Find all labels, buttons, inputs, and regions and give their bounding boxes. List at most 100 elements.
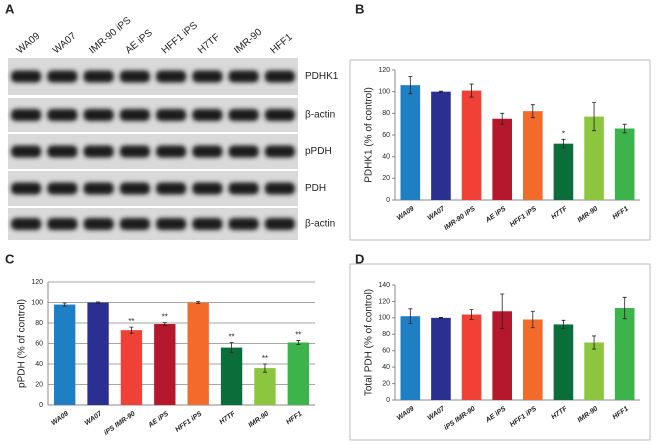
- y-tick-label: 0: [39, 402, 43, 409]
- row-label: β-actin: [305, 219, 335, 230]
- blot-band: [228, 182, 259, 195]
- x-tick-label: HFF1 iPS: [509, 405, 538, 429]
- blot-band: [192, 109, 223, 121]
- x-tick-label: HFF1 iPS: [509, 205, 538, 229]
- blot-band: [264, 70, 295, 83]
- x-tick-label: AE iPS: [146, 410, 170, 430]
- y-tick-label: 80: [35, 320, 43, 327]
- error-bar: [561, 138, 566, 149]
- bar: [584, 342, 604, 400]
- x-tick-label: H7TF: [550, 205, 569, 221]
- blot-band: [156, 218, 187, 230]
- error-bar: [196, 301, 201, 304]
- blot-band: [47, 109, 78, 121]
- blot-band: [192, 145, 223, 158]
- blot-band: [156, 182, 187, 195]
- blot-band: [264, 218, 295, 230]
- blot-band: [119, 70, 150, 83]
- blot-band: [264, 109, 295, 121]
- blot-band: [83, 145, 114, 158]
- bar: [553, 143, 574, 200]
- error-bar: [96, 301, 101, 304]
- y-tick-label: 60: [382, 132, 390, 139]
- row-label: β-actin: [305, 110, 335, 121]
- error-bar: [62, 302, 67, 307]
- lane-label: WA09: [15, 30, 43, 56]
- blot-band: [11, 182, 42, 195]
- error-bar: [408, 76, 413, 95]
- x-tick-label: iPS IMR-90: [443, 405, 477, 432]
- error-bar: [561, 319, 566, 329]
- y-tick-label: 100: [378, 315, 390, 322]
- significance-marker: **: [228, 333, 234, 342]
- error-bar: [438, 317, 443, 319]
- y-tick-label: 120: [31, 279, 43, 286]
- x-tick-label: WA09: [396, 405, 416, 422]
- y-axis-label: Total PDH (% of control): [364, 289, 375, 396]
- bar: [614, 308, 635, 400]
- row-label: pPDH: [305, 146, 332, 157]
- x-tick-label: WA07: [427, 405, 448, 422]
- x-tick-label: IMR-90: [247, 410, 270, 429]
- bar: [254, 368, 276, 405]
- x-tick-label: HFF1: [285, 410, 303, 426]
- bar: [553, 324, 574, 400]
- y-tick-label: 40: [382, 154, 390, 161]
- bar: [400, 316, 421, 400]
- panel-frame: [349, 59, 651, 241]
- bar: [120, 330, 143, 405]
- blot-band: [119, 182, 150, 195]
- error-bar: [408, 308, 413, 325]
- error-bar: [296, 340, 301, 345]
- bar: [523, 319, 543, 400]
- bar: [154, 324, 176, 405]
- y-tick-label: 120: [378, 67, 390, 74]
- blot-band: [83, 218, 114, 230]
- bar: [87, 302, 109, 405]
- x-tick-label: HFF1 iPS: [174, 410, 203, 434]
- y-tick-label: 60: [382, 348, 390, 355]
- bar: [584, 116, 604, 200]
- lane-label: HFF1 iPS: [160, 20, 201, 56]
- blot-band: [119, 109, 150, 121]
- lane-label: H7TF: [196, 32, 222, 56]
- error-bar: [500, 112, 505, 125]
- blot-band: [264, 145, 295, 158]
- y-tick-label: 0: [386, 397, 390, 404]
- bar: [431, 91, 451, 200]
- error-bar: [622, 123, 627, 134]
- error-bar: [229, 342, 234, 354]
- x-tick-label: HFF1: [612, 205, 630, 221]
- bar: [614, 128, 635, 200]
- y-tick-label: 80: [382, 331, 390, 338]
- y-axis-label: pPDH (% of control): [17, 299, 28, 388]
- y-tick-label: 20: [382, 175, 390, 182]
- error-bar: [469, 309, 474, 320]
- row-label: PDHK1: [305, 71, 339, 82]
- blot-band: [228, 109, 259, 121]
- x-tick-label: IMR-90: [576, 405, 599, 424]
- panel-label: A: [5, 1, 15, 16]
- blot-band: [192, 70, 223, 83]
- blot-band: [228, 218, 259, 230]
- blot-band: [11, 109, 42, 121]
- x-tick-label: WA09: [396, 205, 416, 222]
- lane-label: WA07: [51, 30, 79, 56]
- x-tick-label: H7TF: [218, 410, 237, 426]
- y-tick-label: 40: [382, 364, 390, 371]
- error-bar: [622, 296, 627, 320]
- y-tick-label: 140: [378, 282, 390, 289]
- significance-marker: *: [562, 129, 565, 138]
- error-bar: [530, 104, 535, 119]
- blot-band: [119, 218, 150, 230]
- y-tick-label: 100: [31, 299, 43, 306]
- blot-band: [156, 70, 187, 83]
- bar: [431, 317, 451, 400]
- blot-band: [192, 182, 223, 195]
- y-tick-label: 100: [378, 89, 390, 96]
- blot-band: [192, 218, 223, 230]
- y-axis-label: PDHK1 (% of control): [364, 87, 375, 183]
- error-bar: [129, 326, 134, 334]
- blot-band: [264, 182, 295, 195]
- y-tick-label: 80: [382, 110, 390, 117]
